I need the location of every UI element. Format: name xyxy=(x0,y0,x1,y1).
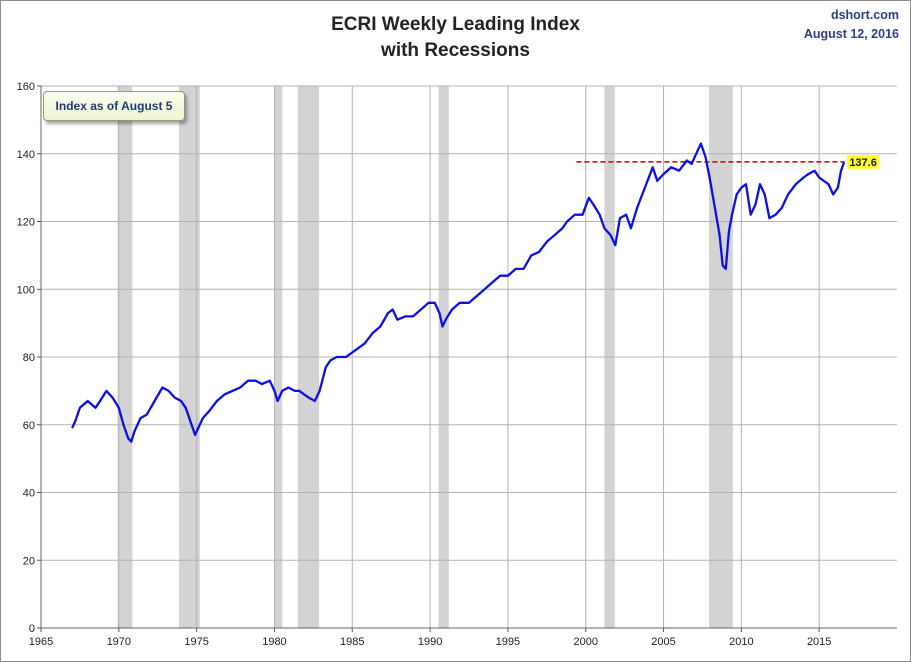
x-tick-label: 1970 xyxy=(107,636,131,648)
y-tick-label: 60 xyxy=(23,420,35,432)
x-tick-label: 2010 xyxy=(729,636,753,648)
axes: 0 20 40 60 80 100 120 140 160 1965 1970 1975 1980 198… xyxy=(17,81,897,648)
x-tick-label: 2000 xyxy=(573,636,597,648)
source-label: dshort.com xyxy=(830,8,899,22)
x-tick-label: 2005 xyxy=(651,636,675,648)
x-tick-label: 1985 xyxy=(340,636,364,648)
chart-title-line2: with Recessions xyxy=(381,40,530,61)
x-tick-label: 2015 xyxy=(807,636,831,648)
y-tick-label: 160 xyxy=(17,81,35,93)
index-series-line xyxy=(71,142,846,443)
date-label: August 12, 2016 xyxy=(803,27,899,41)
y-tick-label: 40 xyxy=(23,488,35,500)
y-tick-label: 100 xyxy=(17,284,35,296)
y-tick-label: 120 xyxy=(17,217,35,229)
y-tick-label: 0 xyxy=(29,623,35,635)
y-tick-label: 140 xyxy=(17,149,35,161)
x-tick-label: 1980 xyxy=(262,636,286,648)
x-tick-label: 1965 xyxy=(29,636,53,648)
y-tick-label: 80 xyxy=(23,352,35,364)
last-value-badge xyxy=(847,154,880,169)
x-tick-label: 1990 xyxy=(418,636,442,648)
x-tick-label: 1995 xyxy=(496,636,520,648)
value-label-group: 137.6 xyxy=(847,154,880,169)
chart-title: ECRI Weekly Leading Index with Recession… xyxy=(0,12,911,64)
series-group xyxy=(71,142,846,443)
x-tick-label: 1975 xyxy=(184,636,208,648)
source-block: dshort.com August 12, 2016 xyxy=(804,6,899,44)
last-value-label: 137.6 xyxy=(849,157,877,169)
y-tick-label: 20 xyxy=(23,555,35,567)
chart-title-line1: ECRI Weekly Leading Index xyxy=(331,14,580,35)
annotation-box: Index as of August 5 xyxy=(43,91,185,121)
